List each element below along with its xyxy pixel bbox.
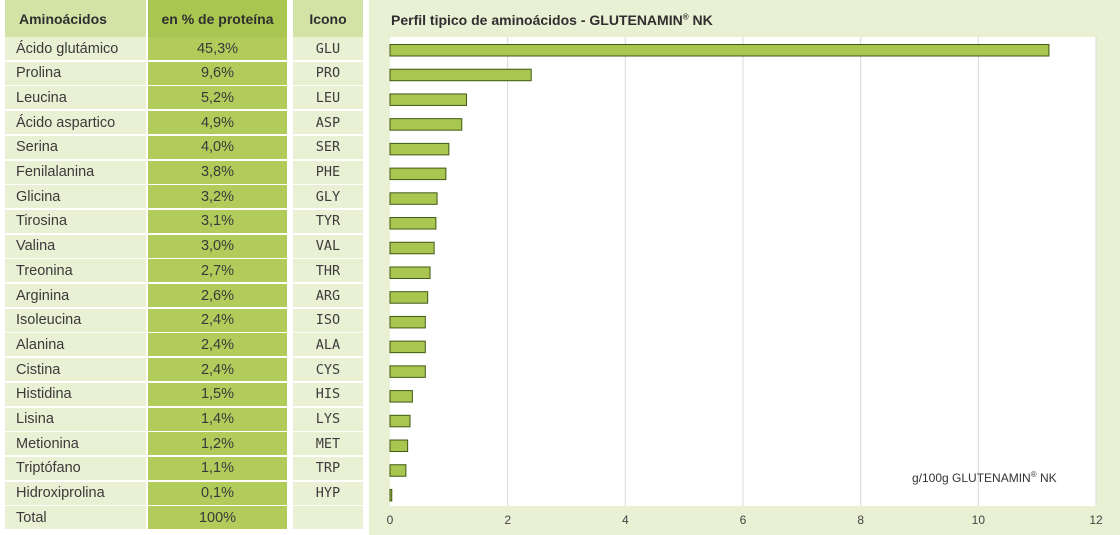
percent-value: 4,9% xyxy=(148,111,287,135)
chart-panel: Perfil tipico de aminoácidos - GLUTENAMI… xyxy=(369,0,1120,535)
percent-value: 9,6% xyxy=(148,61,287,85)
x-tick-label: 12 xyxy=(1089,513,1103,527)
icon-code: ISO xyxy=(293,308,363,332)
aminoacid-name: Total xyxy=(5,506,146,530)
x-tick-label: 4 xyxy=(622,513,629,527)
aminoacid-name: Treonina xyxy=(5,259,146,283)
percent-value: 2,4% xyxy=(148,308,287,332)
icon-code: TRP xyxy=(293,456,363,480)
icon-code: CYS xyxy=(293,358,363,382)
bar-chart: 0 2 4 6 8 10 12 xyxy=(387,37,1103,527)
icon-code: PHE xyxy=(293,160,363,184)
icon-code: TYR xyxy=(293,209,363,233)
icon-code: GLY xyxy=(293,185,363,209)
bar-ser xyxy=(389,142,450,156)
icon-code xyxy=(293,506,363,530)
aminoacid-name: Ácido aspartico xyxy=(5,111,146,135)
percent-value: 3,8% xyxy=(148,160,287,184)
x-tick-label: 10 xyxy=(972,513,986,527)
percent-value: 0,1% xyxy=(148,481,287,505)
bar-ala xyxy=(389,340,426,354)
x-tick-label: 0 xyxy=(387,513,394,527)
header-icon: Icono xyxy=(293,0,363,37)
aminoacid-name: Cistina xyxy=(5,358,146,382)
bar-lys xyxy=(389,414,411,428)
aminoacid-name: Valina xyxy=(5,234,146,258)
bar-gly xyxy=(389,192,438,205)
aminoacid-name: Fenilalanina xyxy=(5,160,146,184)
header-percent-protein: en % de proteína xyxy=(148,0,287,37)
icon-code: THR xyxy=(293,259,363,283)
icon-code: ALA xyxy=(293,333,363,357)
percent-value: 1,4% xyxy=(148,407,287,431)
percent-value: 5,2% xyxy=(148,86,287,110)
bar-tyr xyxy=(389,217,437,230)
aminoacid-name: Metionina xyxy=(5,432,146,456)
chart-title: Perfil tipico de aminoácidos - GLUTENAMI… xyxy=(391,12,713,28)
aminoacid-name: Alanina xyxy=(5,333,146,357)
aminoacid-name: Hidroxiprolina xyxy=(5,481,146,505)
aminoacid-name: Lisina xyxy=(5,407,146,431)
aminoacid-name: Histidina xyxy=(5,382,146,406)
icon-code: ASP xyxy=(293,111,363,135)
bar-his xyxy=(389,390,413,403)
aminoacid-name: Arginina xyxy=(5,284,146,307)
percent-value: 3,1% xyxy=(148,209,287,233)
header-aminoacids: Aminoácidos xyxy=(5,0,146,37)
percent-value: 4,0% xyxy=(148,135,287,159)
percent-value: 2,4% xyxy=(148,358,287,382)
unit-label: g/100g GLUTENAMIN® NK xyxy=(912,470,1057,485)
aminoacid-name: Serina xyxy=(5,135,146,159)
icon-code: MET xyxy=(293,432,363,456)
icon-code: LEU xyxy=(293,86,363,110)
icon-code: SER xyxy=(293,135,363,159)
aminoacid-name: Glicina xyxy=(5,185,146,209)
x-tick-label: 6 xyxy=(740,513,747,527)
bar-arg xyxy=(389,291,429,304)
bar-met xyxy=(389,439,409,453)
percent-value: 45,3% xyxy=(148,37,287,60)
aminoacid-name: Isoleucina xyxy=(5,308,146,332)
bar-thr xyxy=(389,266,431,279)
icon-code: GLU xyxy=(293,37,363,60)
bar-val xyxy=(389,241,435,255)
bar-iso xyxy=(389,315,426,329)
bar-asp xyxy=(389,118,463,131)
aminoacid-name: Triptófano xyxy=(5,456,146,480)
aminoacid-name: Leucina xyxy=(5,86,146,110)
percent-value: 1,1% xyxy=(148,456,287,480)
icon-code: ARG xyxy=(293,284,363,307)
icon-code: HYP xyxy=(293,481,363,505)
icon-code: LYS xyxy=(293,407,363,431)
percent-value: 100% xyxy=(148,506,287,530)
x-tick-label: 2 xyxy=(504,513,511,527)
percent-value: 3,2% xyxy=(148,185,287,209)
bar-glu xyxy=(389,44,1050,57)
bar-hyp xyxy=(389,488,393,502)
icon-code: PRO xyxy=(293,61,363,85)
bar-pro xyxy=(389,68,532,82)
percent-value: 2,7% xyxy=(148,259,287,283)
percent-value: 3,0% xyxy=(148,234,287,258)
bar-cys xyxy=(389,365,426,378)
aminoacid-name: Prolina xyxy=(5,61,146,85)
percent-value: 1,5% xyxy=(148,382,287,406)
icon-code: VAL xyxy=(293,234,363,258)
aminoacid-name: Tirosina xyxy=(5,209,146,233)
percent-value: 2,6% xyxy=(148,284,287,307)
bar-phe xyxy=(389,167,447,181)
x-tick-label: 8 xyxy=(857,513,864,527)
icon-code: HIS xyxy=(293,382,363,406)
percent-value: 1,2% xyxy=(148,432,287,456)
percent-value: 2,4% xyxy=(148,333,287,357)
bar-leu xyxy=(389,93,467,106)
bar-trp xyxy=(389,464,407,477)
aminoacid-name: Ácido glutámico xyxy=(5,37,146,60)
